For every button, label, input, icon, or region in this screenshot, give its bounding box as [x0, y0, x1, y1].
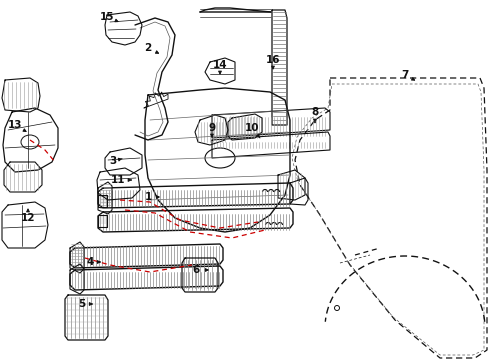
Text: 15: 15 — [100, 12, 118, 22]
Text: 4: 4 — [86, 257, 100, 267]
Text: 6: 6 — [192, 265, 208, 275]
Text: 12: 12 — [20, 209, 35, 223]
Text: 5: 5 — [78, 299, 92, 309]
Text: 2: 2 — [144, 43, 158, 53]
Text: 1: 1 — [144, 192, 159, 202]
Text: 8: 8 — [311, 107, 318, 123]
Text: 3: 3 — [109, 156, 122, 166]
Text: 11: 11 — [110, 175, 131, 185]
Text: 10: 10 — [244, 123, 260, 138]
Text: 7: 7 — [401, 70, 414, 80]
Text: 9: 9 — [208, 123, 215, 137]
Text: 14: 14 — [212, 60, 227, 74]
Text: 13: 13 — [8, 120, 26, 131]
Text: 16: 16 — [265, 55, 280, 69]
